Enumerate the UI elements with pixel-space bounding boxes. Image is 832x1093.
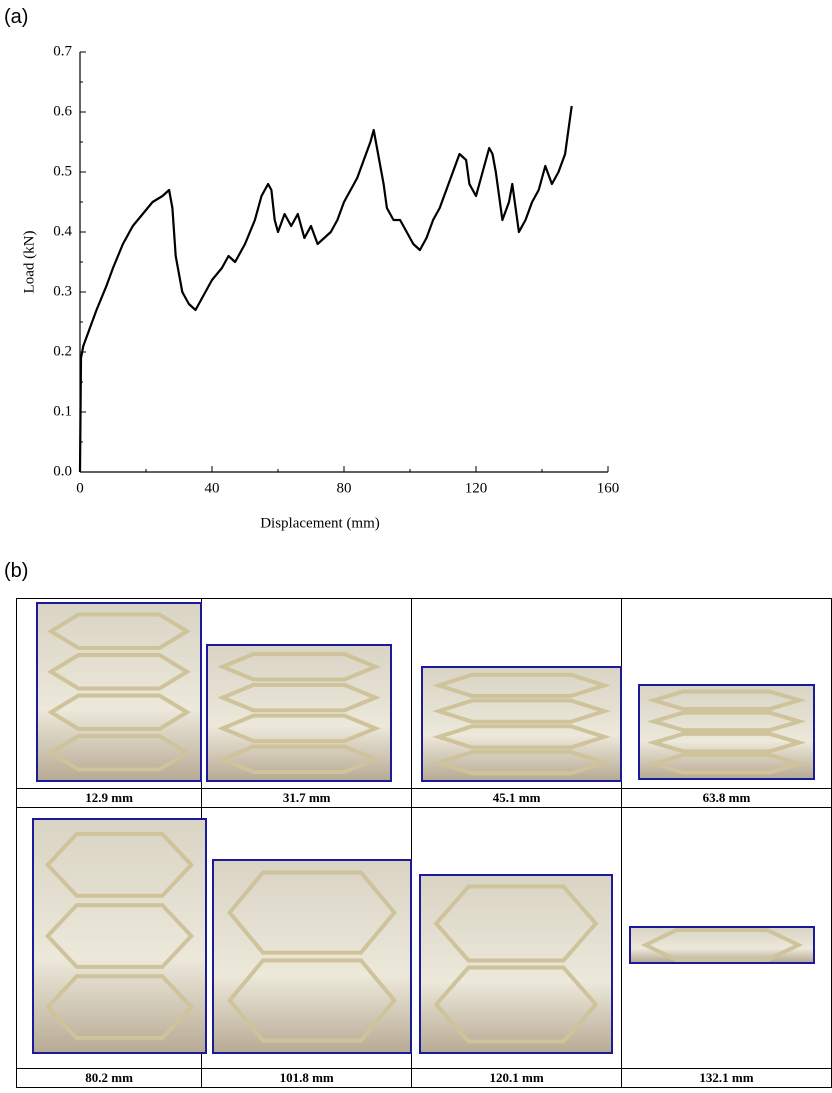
panel-label: (b) — [4, 560, 29, 582]
photo-caption: 12.9 mm — [15, 788, 203, 808]
hexagon-cell — [654, 692, 799, 709]
specimen-drawing — [631, 928, 813, 962]
x-tick-label: 40 — [205, 480, 220, 496]
y-tick-label: 0.1 — [53, 403, 72, 419]
photo-cell — [621, 807, 832, 1069]
hexagon-cell — [230, 872, 395, 952]
hexagon-cell — [646, 930, 799, 960]
chart: Displacement (mm) Load (kN) 0.0 0.1 0.2 0.3… — [21, 43, 620, 531]
photo-cell — [15, 807, 207, 1069]
y-tick-label: 0.3 — [53, 283, 72, 299]
specimen-photo — [419, 874, 614, 1054]
hexagon-cell — [223, 747, 376, 772]
photo-cell — [15, 598, 203, 789]
hexagon-cell — [223, 716, 376, 741]
panel-label: (a) — [4, 6, 29, 28]
photo-cell — [201, 598, 413, 789]
x-tick-label: 80 — [337, 480, 352, 496]
load-curve — [78, 105, 573, 473]
photo-table: 12.9 mm 31.7 mm 45.1 mm 63.8 mm 80.2 mm 101.… — [15, 598, 832, 1088]
photo-caption: 63.8 mm — [621, 788, 832, 808]
hexagon-cell — [439, 675, 604, 696]
hexagon-cell — [48, 905, 192, 967]
hexagon-cell — [439, 726, 604, 747]
hexagon-cell — [51, 655, 187, 688]
hexagon-cell — [51, 736, 187, 769]
photo-caption: 101.8 mm — [201, 1068, 413, 1088]
specimen-drawing — [423, 668, 620, 780]
y-tick-label: 0.2 — [53, 343, 72, 359]
y-tick-label: 0.5 — [53, 163, 72, 179]
hexagon-cell — [223, 685, 376, 710]
x-tick-label: 160 — [597, 480, 620, 496]
hexagon-cell — [654, 734, 799, 751]
hexagon-cell — [51, 696, 187, 729]
hexagon-cell — [48, 976, 192, 1038]
specimen-photo — [32, 818, 207, 1054]
hexagon-cell — [48, 834, 192, 896]
hexagon-cell — [230, 960, 395, 1040]
y-tick-label: 0.4 — [53, 223, 72, 239]
photo-caption: 45.1 mm — [411, 788, 623, 808]
photo-caption: 80.2 mm — [15, 1068, 203, 1088]
specimen-drawing — [38, 604, 200, 780]
x-tick-label: 0 — [76, 480, 84, 496]
y-axis-label: Load (kN) — [21, 231, 37, 294]
specimen-drawing — [208, 646, 390, 780]
hexagon-cell — [51, 615, 187, 648]
specimen-photo — [206, 644, 393, 782]
photo-cell — [621, 598, 832, 789]
y-tick-label: 0.0 — [53, 463, 72, 479]
photo-caption: 120.1 mm — [411, 1068, 623, 1088]
hexagon-cell — [439, 752, 604, 773]
photo-cell — [411, 598, 623, 789]
hexagon-cell — [436, 887, 596, 961]
photo-caption: 31.7 mm — [201, 788, 413, 808]
specimen-drawing — [214, 861, 410, 1052]
specimen-photo — [421, 666, 623, 782]
specimen-photo — [36, 602, 202, 782]
hexagon-cell — [223, 654, 376, 679]
hexagon-cell — [436, 968, 596, 1042]
specimen-drawing — [34, 820, 205, 1052]
hexagon-cell — [654, 755, 799, 772]
specimen-drawing — [421, 876, 611, 1052]
x-tick-label: 120 — [465, 480, 488, 496]
y-tick-label: 0.6 — [53, 103, 72, 119]
specimen-photo — [212, 859, 413, 1054]
specimen-photo — [638, 684, 816, 780]
photo-cell — [201, 807, 413, 1069]
y-tick-label: 0.7 — [53, 43, 72, 59]
specimen-photo — [629, 926, 816, 964]
photo-caption: 132.1 mm — [621, 1068, 832, 1088]
specimen-drawing — [640, 686, 813, 778]
photo-cell — [411, 807, 623, 1069]
hexagon-cell — [439, 700, 604, 721]
hexagon-cell — [654, 713, 799, 730]
x-axis-label: Displacement (mm) — [260, 515, 380, 531]
